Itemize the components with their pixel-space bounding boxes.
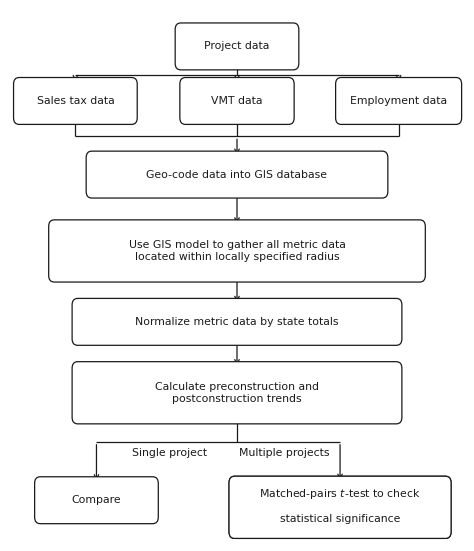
FancyBboxPatch shape — [180, 78, 294, 125]
FancyBboxPatch shape — [229, 476, 451, 538]
Text: Geo-code data into GIS database: Geo-code data into GIS database — [146, 170, 328, 180]
FancyBboxPatch shape — [72, 299, 402, 345]
FancyBboxPatch shape — [72, 361, 402, 424]
Text: VMT data: VMT data — [211, 96, 263, 106]
FancyBboxPatch shape — [229, 476, 451, 538]
FancyBboxPatch shape — [49, 220, 425, 282]
Text: Sales tax data: Sales tax data — [36, 96, 114, 106]
FancyBboxPatch shape — [336, 78, 462, 125]
FancyBboxPatch shape — [14, 78, 137, 125]
FancyBboxPatch shape — [86, 151, 388, 198]
Text: Compare: Compare — [72, 495, 121, 505]
Text: statistical significance: statistical significance — [280, 514, 400, 525]
Text: Use GIS model to gather all metric data
located within locally specified radius: Use GIS model to gather all metric data … — [128, 240, 346, 262]
Text: Normalize metric data by state totals: Normalize metric data by state totals — [135, 317, 339, 327]
Text: Single project: Single project — [131, 448, 207, 458]
Text: Matched-pairs $\mathit{t}$-test to check: Matched-pairs $\mathit{t}$-test to check — [259, 487, 421, 501]
Text: Employment data: Employment data — [350, 96, 447, 106]
Text: Project data: Project data — [204, 41, 270, 51]
FancyBboxPatch shape — [175, 23, 299, 70]
Text: Calculate preconstruction and
postconstruction trends: Calculate preconstruction and postconstr… — [155, 382, 319, 403]
Text: Multiple projects: Multiple projects — [238, 448, 329, 458]
FancyBboxPatch shape — [35, 477, 158, 523]
